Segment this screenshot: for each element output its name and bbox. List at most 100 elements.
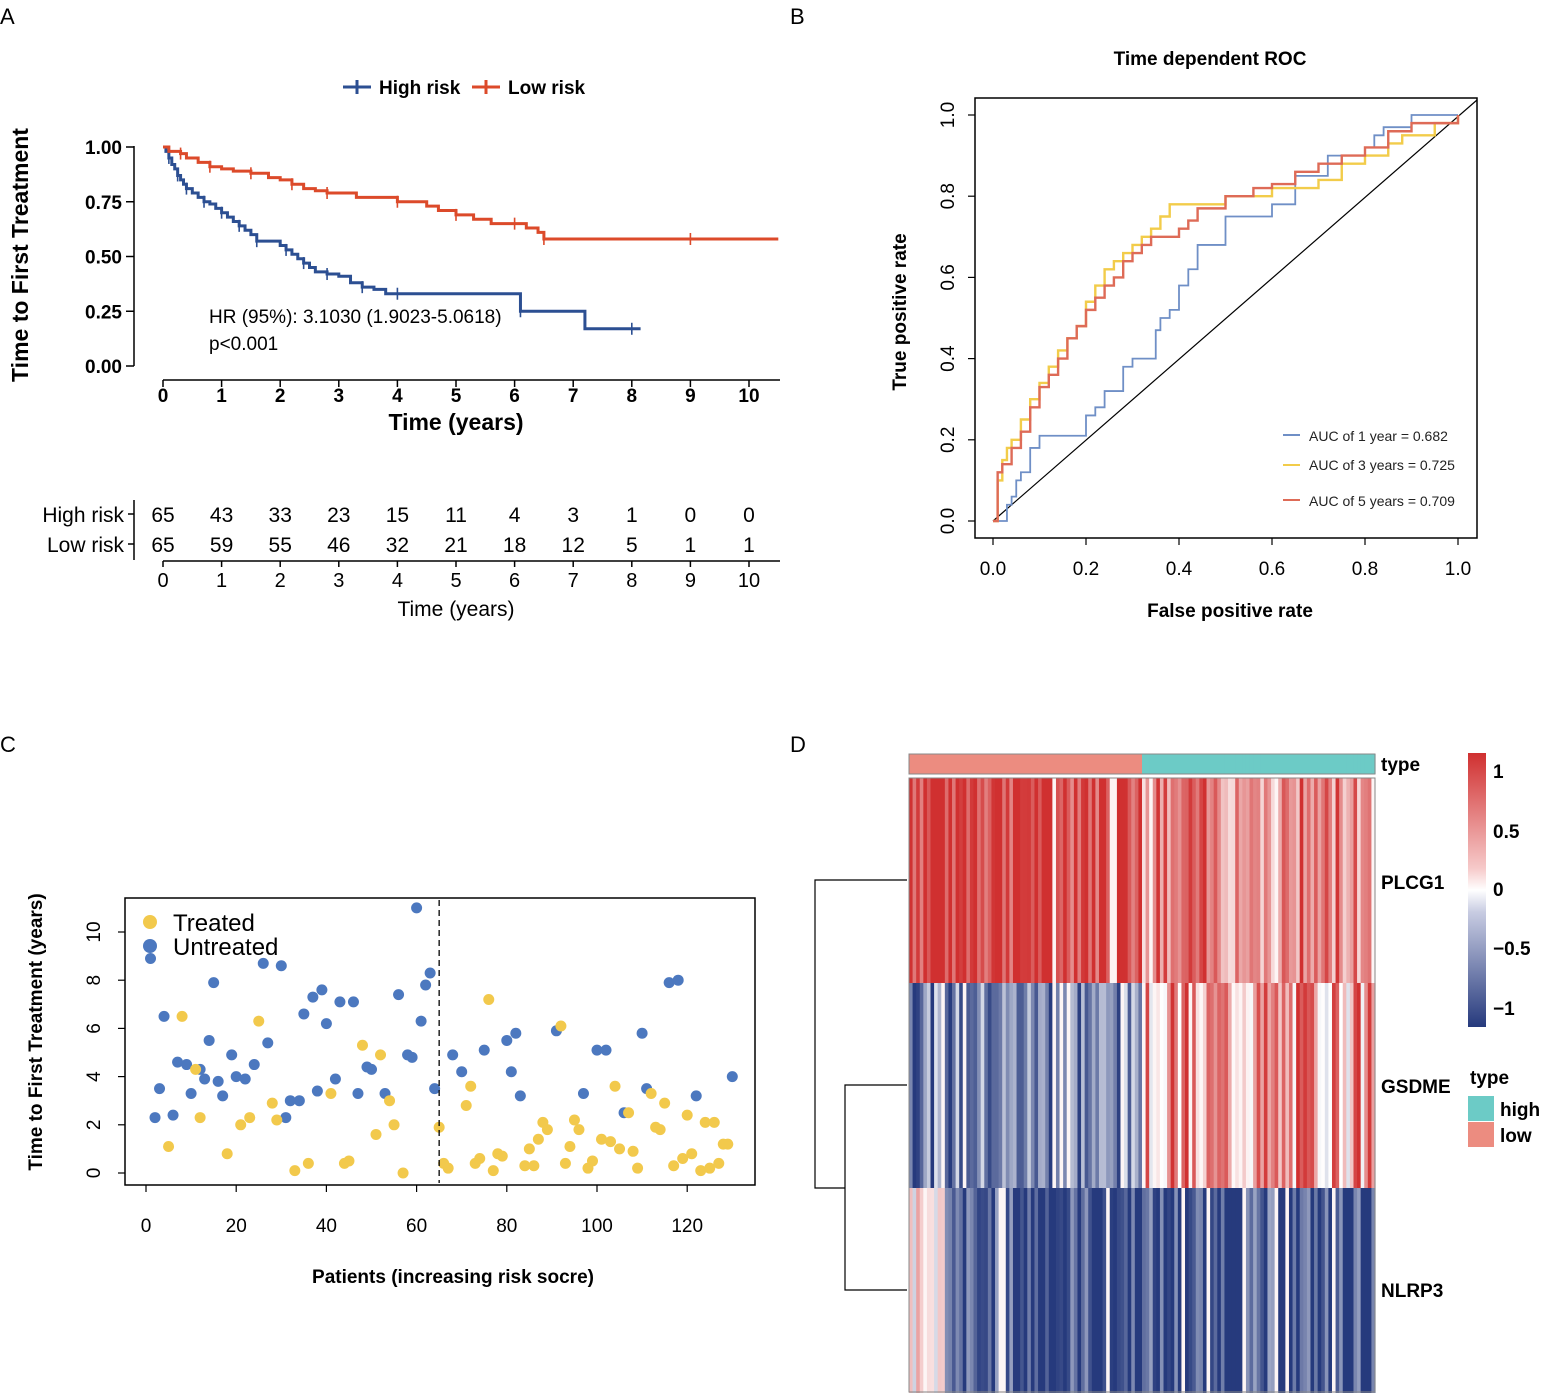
heatmap-cell-plcg1 <box>1059 778 1064 983</box>
heatmap-cell-nlrp3 <box>1156 1188 1161 1393</box>
heatmap-cell-nlrp3 <box>1124 1188 1129 1393</box>
risk-value-high: 23 <box>327 504 350 527</box>
heatmap-cell-nlrp3 <box>1095 1188 1100 1393</box>
scatter-legend-untreated: Untreated <box>173 934 278 961</box>
heatmap-cell-gsdme <box>1321 983 1326 1188</box>
type-cell-high <box>1267 754 1272 774</box>
heatmap-cell-gsdme <box>1231 983 1236 1188</box>
type-cell-high <box>1235 754 1240 774</box>
heatmap-cell-nlrp3 <box>1274 1188 1279 1393</box>
scatter-point-treated <box>596 1133 608 1145</box>
heatmap-cell-nlrp3 <box>1127 1188 1132 1393</box>
heatmap-cell-gsdme <box>1030 983 1036 1188</box>
scatter-point-treated <box>384 1095 396 1107</box>
roc-x-tick-label: 0.0 <box>980 559 1006 580</box>
heatmap-cell-plcg1 <box>1213 778 1218 983</box>
heatmap-cell-nlrp3 <box>1023 1188 1028 1393</box>
heatmap-cell-nlrp3 <box>1235 1188 1240 1393</box>
scatter-point-untreated <box>158 1010 170 1022</box>
heatmap-cell-gsdme <box>1012 983 1018 1188</box>
heatmap-cell-gsdme <box>1235 983 1240 1188</box>
heatmap-cell-gsdme <box>1285 983 1290 1188</box>
type-cell-high <box>1170 754 1175 774</box>
heatmap-cell-nlrp3 <box>1249 1188 1254 1393</box>
heatmap-cell-plcg1 <box>912 778 917 983</box>
scatter-point-treated <box>474 1153 486 1165</box>
heatmap-cell-gsdme <box>1342 983 1347 1188</box>
heatmap-cell-nlrp3 <box>1367 1188 1373 1393</box>
type-cell-high <box>1149 754 1154 774</box>
km-x-tick-label: 9 <box>685 386 696 407</box>
heatmap-cell-plcg1 <box>1274 778 1279 983</box>
km-p-text: p<0.001 <box>209 334 278 355</box>
roc-x-tick-label: 0.6 <box>1259 559 1285 580</box>
heatmap-cell-gsdme <box>1088 983 1093 1188</box>
scatter-point-untreated <box>424 967 436 979</box>
heatmap-cell-plcg1 <box>1260 778 1265 983</box>
panel-d: D type PLCG1 GSDME NLRP3 1 0.5 0 −0.5 −1 <box>790 732 1540 1393</box>
scatter-point-untreated <box>239 1073 251 1085</box>
heatmap-cell-plcg1 <box>1306 778 1312 983</box>
type-cell-low <box>909 754 914 774</box>
type-cell-high <box>1317 754 1322 774</box>
scatter-point-treated <box>695 1165 707 1177</box>
heatmap-cell-gsdme <box>1274 983 1279 1188</box>
heatmap-cell-gsdme <box>1353 983 1358 1188</box>
scatter-point-untreated <box>420 979 432 991</box>
risk-table-x-tick-label: 4 <box>392 570 403 592</box>
heatmap-dendrogram <box>814 879 907 1291</box>
heatmap-cell-gsdme <box>1213 983 1218 1188</box>
type-cell-high <box>1335 754 1340 774</box>
heatmap-cell-nlrp3 <box>1012 1188 1018 1393</box>
heatmap-cell-plcg1 <box>1034 778 1039 983</box>
heatmap-cell-gsdme <box>991 983 996 1188</box>
heatmap-cell-nlrp3 <box>1210 1188 1215 1393</box>
heatmap-cell-nlrp3 <box>1238 1188 1243 1393</box>
type-cell-low <box>962 754 967 774</box>
scatter-point-untreated <box>663 977 675 989</box>
heatmap-cell-plcg1 <box>934 778 939 983</box>
heatmap-cell-plcg1 <box>966 778 971 983</box>
heatmap-cell-plcg1 <box>1156 778 1161 983</box>
heatmap-cell-nlrp3 <box>923 1188 928 1393</box>
heatmap-cell-nlrp3 <box>991 1188 996 1393</box>
panel-a-letter: A <box>0 4 15 29</box>
type-cell-low <box>941 754 946 774</box>
scatter-point-treated <box>632 1162 644 1174</box>
heatmap-cell-nlrp3 <box>1314 1188 1319 1393</box>
scatter-point-untreated <box>293 1095 305 1107</box>
heatmap-cell-nlrp3 <box>1292 1188 1297 1393</box>
dendrogram-root-branch <box>814 879 907 1189</box>
heatmap-cell-gsdme <box>1253 983 1258 1188</box>
heatmap-cell-plcg1 <box>1116 778 1122 983</box>
scatter-point-untreated <box>257 957 269 969</box>
heatmap-cell-gsdme <box>1346 983 1351 1188</box>
heatmap-cell-plcg1 <box>1253 778 1258 983</box>
type-cell-low <box>923 754 928 774</box>
heatmap-cell-gsdme <box>1217 983 1222 1188</box>
heatmap-cell-nlrp3 <box>1113 1188 1118 1393</box>
km-curves <box>163 145 779 335</box>
heatmap-cell-plcg1 <box>1217 778 1222 983</box>
type-cell-high <box>1253 754 1258 774</box>
scatter-point-treated <box>375 1049 387 1061</box>
heatmap-cell-plcg1 <box>1328 778 1333 983</box>
scatter-point-treated <box>713 1157 725 1169</box>
heatmap-cell-nlrp3 <box>1299 1188 1304 1393</box>
type-cell-high <box>1371 754 1376 774</box>
heatmap-cell-plcg1 <box>1228 778 1233 983</box>
heatmap-cell-nlrp3 <box>998 1188 1003 1393</box>
heatmap-cell-plcg1 <box>952 778 957 983</box>
heatmap-cell-plcg1 <box>1027 778 1032 983</box>
heatmap-cell-nlrp3 <box>1306 1188 1312 1393</box>
heatmap-cell-plcg1 <box>995 778 1000 983</box>
scale-tick-0: 0 <box>1493 880 1504 901</box>
scatter-point-untreated <box>347 996 359 1008</box>
type-cell-low <box>955 754 960 774</box>
type-cell-low <box>966 754 971 774</box>
type-cell-low <box>952 754 957 774</box>
heatmap-cell-nlrp3 <box>1073 1188 1079 1393</box>
heatmap-row-label-plcg1: PLCG1 <box>1381 873 1445 894</box>
heatmap-cell-plcg1 <box>1317 778 1322 983</box>
scatter-legend-untreated-dot <box>143 939 157 953</box>
